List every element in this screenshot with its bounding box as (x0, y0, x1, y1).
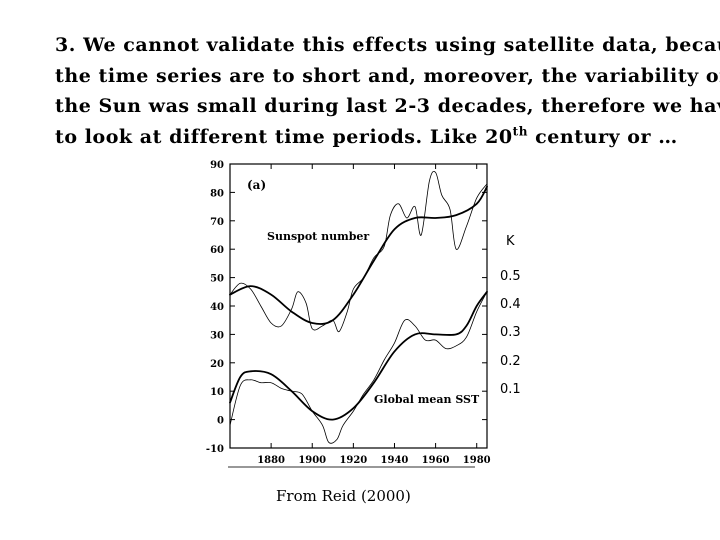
slide-text-line-4-start: to look at different time periods. Like … (55, 125, 513, 148)
slide-text-line-4-end: century or … (528, 125, 678, 148)
y-tick-label: 60 (210, 245, 224, 256)
raw-series-line-3 (229, 291, 488, 444)
x-tick-label: 1880 (257, 455, 285, 466)
y-tick-label: 50 (210, 274, 224, 285)
slide-text-line-3: the Sun was small during last 2-3 decade… (55, 95, 720, 117)
plot-frame (228, 163, 488, 468)
right-axis-tick-label: 0.5 (500, 268, 521, 284)
y-tick-label: 10 (210, 387, 224, 398)
chart-series (229, 170, 488, 444)
slide-text-line-2: the time series are to short and, moreov… (55, 64, 720, 87)
slide-text: 3. We cannot validate this effects using… (55, 30, 720, 153)
raw-series-line-1 (229, 170, 488, 333)
slide-text-line-4-superscript: th (512, 124, 528, 139)
slide-text-line-4: to look at different time periods. Like … (55, 122, 695, 153)
panel-label: (a) (247, 178, 266, 192)
y-tick-label: 90 (210, 160, 224, 171)
y-tick-label: 30 (210, 330, 224, 341)
y-tick-label: 80 (210, 188, 224, 199)
slide-text-line-1: 3. We cannot validate this effects using… (55, 34, 720, 56)
y-tick-label: 20 (210, 359, 224, 370)
annotation-global-mean-sst: Global mean SST (374, 393, 480, 406)
annotation-sunspot-number: Sunspot number (267, 230, 369, 243)
x-tick-label: 1960 (422, 455, 450, 466)
x-tick-label: 1940 (381, 455, 409, 466)
figure-caption: From Reid (2000) (276, 487, 411, 505)
y-tick-label: 40 (210, 302, 224, 313)
right-axis-unit-label: K (506, 234, 515, 249)
right-axis-tick-label: 0.2 (500, 353, 521, 369)
x-tick-label: 1980 (463, 455, 491, 466)
y-tick-label: 70 (210, 217, 224, 228)
x-tick-label: 1920 (339, 455, 367, 466)
right-axis-tick-label: 0.4 (500, 297, 521, 312)
smooth-series-line-2 (229, 290, 488, 421)
right-axis-tick-label: 0.3 (500, 325, 521, 341)
y-tick-label: -10 (206, 444, 224, 455)
right-axis-tick-label: 0.1 (500, 382, 521, 398)
y-tick-label: 0 (217, 416, 224, 427)
x-tick-label: 1900 (298, 455, 326, 466)
axis-ticks: -10 0 10 20 30 40 50 60 70 80 90 1880 1900 1920 1940 19… (206, 160, 491, 466)
smooth-series-line-0 (229, 185, 488, 325)
chart: -10 0 10 20 30 40 50 60 70 80 90 1880 1900 1920 1940 19… (206, 160, 491, 468)
